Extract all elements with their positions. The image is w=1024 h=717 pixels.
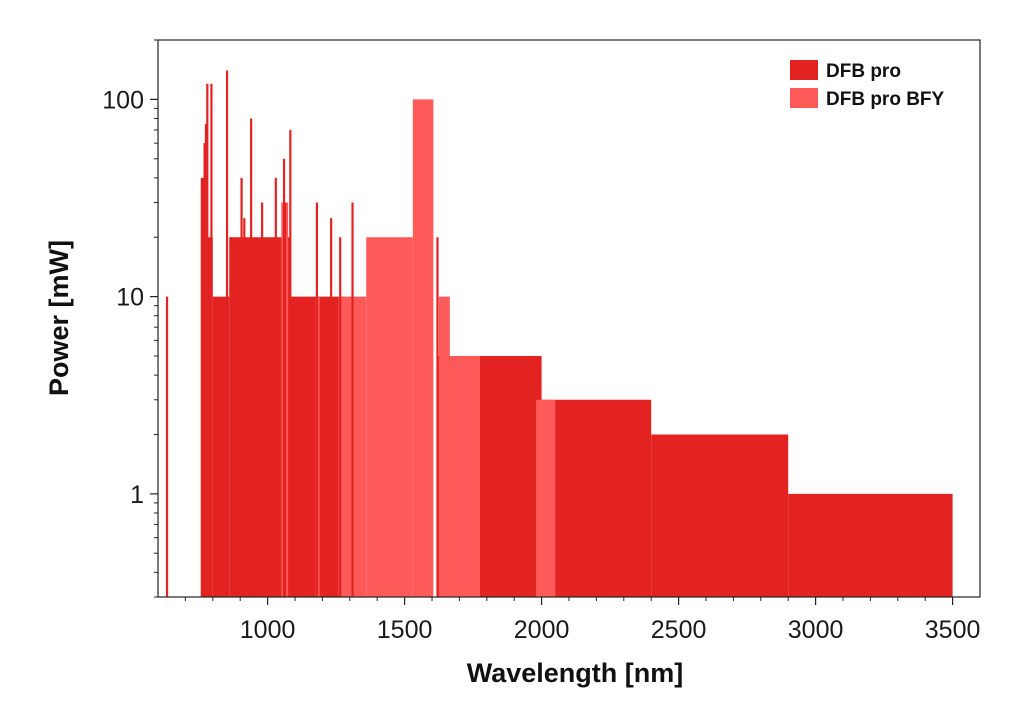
spectrum-bar <box>788 493 953 597</box>
y-tick-label: 100 <box>102 86 144 114</box>
x-tick-label: 1000 <box>240 616 296 644</box>
legend-label: DFB pro <box>826 61 901 82</box>
spectrum-bar <box>536 399 556 597</box>
spectrum-bar <box>651 434 789 597</box>
spectrum-bars <box>201 99 953 598</box>
spectrum-bar <box>468 356 480 597</box>
legend-swatch <box>790 60 818 80</box>
x-axis-title: Wavelength [nm] <box>467 658 684 688</box>
legend: DFB pro DFB pro BFY <box>790 60 945 110</box>
legend-swatch <box>790 88 818 108</box>
y-tick-label: 1 <box>130 481 144 509</box>
y-axis-title: Power [mW] <box>44 240 74 396</box>
spectrum-bar <box>366 237 413 598</box>
spectrum-bar <box>438 296 450 597</box>
spectrum-bar <box>229 237 290 598</box>
x-tick-label: 3500 <box>925 616 981 644</box>
spectrum-bar <box>212 296 230 597</box>
x-tick-label: 1500 <box>377 616 433 644</box>
spectrum-bar <box>449 356 469 597</box>
spectrum-bar <box>541 399 652 597</box>
axis-ticks: 1000 1500 2000 2500 3000 3500 1 10 100 <box>102 39 981 644</box>
spectrum-bar <box>412 99 434 597</box>
spectrum-bar <box>207 237 213 598</box>
y-tick-label: 10 <box>116 284 144 312</box>
x-tick-label: 2000 <box>514 616 570 644</box>
x-tick-label: 3000 <box>788 616 844 644</box>
legend-label: DFB pro BFY <box>826 89 945 110</box>
spectral-lines <box>165 70 439 597</box>
x-tick-label: 2500 <box>651 616 707 644</box>
